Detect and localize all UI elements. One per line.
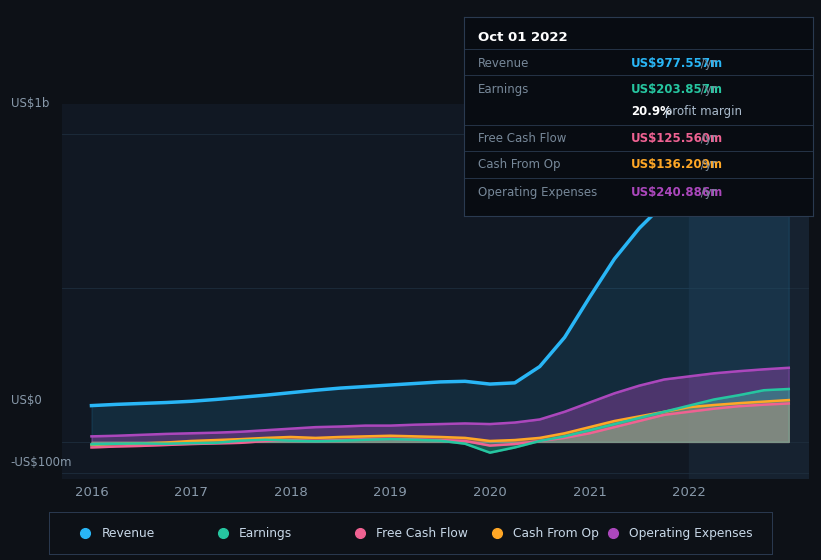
Text: Free Cash Flow: Free Cash Flow <box>478 132 566 144</box>
Text: Revenue: Revenue <box>101 527 154 540</box>
Text: /yr: /yr <box>696 57 717 70</box>
Text: US$240.886m: US$240.886m <box>631 186 723 199</box>
Text: Free Cash Flow: Free Cash Flow <box>376 527 468 540</box>
Text: 20.9%: 20.9% <box>631 105 672 118</box>
Bar <box>689 104 809 479</box>
Text: Cash From Op: Cash From Op <box>513 527 599 540</box>
Text: US$136.209m: US$136.209m <box>631 158 723 171</box>
Text: Operating Expenses: Operating Expenses <box>629 527 752 540</box>
Text: /yr: /yr <box>696 83 717 96</box>
Text: Earnings: Earnings <box>239 527 291 540</box>
Text: Revenue: Revenue <box>478 57 530 70</box>
Text: -US$100m: -US$100m <box>11 455 72 469</box>
Text: US$125.560m: US$125.560m <box>631 132 723 144</box>
Text: Oct 01 2022: Oct 01 2022 <box>478 31 567 44</box>
Text: US$0: US$0 <box>11 394 41 407</box>
Text: Earnings: Earnings <box>478 83 530 96</box>
Text: profit margin: profit margin <box>661 105 742 118</box>
Text: /yr: /yr <box>696 132 717 144</box>
Text: US$1b: US$1b <box>11 97 49 110</box>
Text: Cash From Op: Cash From Op <box>478 158 560 171</box>
Text: /yr: /yr <box>696 186 717 199</box>
Text: /yr: /yr <box>696 158 717 171</box>
Text: US$977.557m: US$977.557m <box>631 57 723 70</box>
Text: US$203.857m: US$203.857m <box>631 83 723 96</box>
Text: Operating Expenses: Operating Expenses <box>478 186 597 199</box>
